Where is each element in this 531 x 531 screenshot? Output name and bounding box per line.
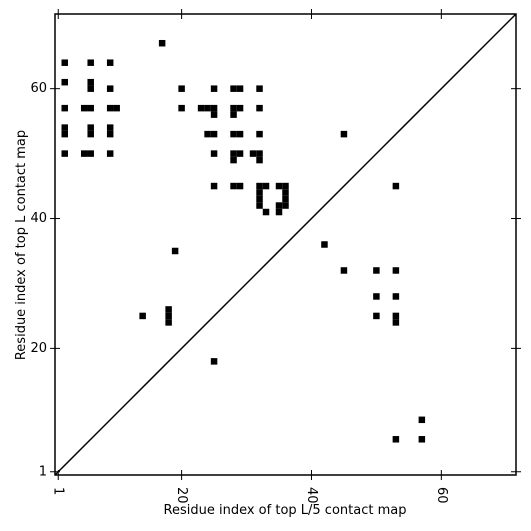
contact — [262, 208, 270, 216]
contact — [230, 156, 237, 164]
contact — [230, 104, 237, 112]
contact — [210, 85, 218, 92]
contact — [392, 182, 400, 190]
contact — [230, 111, 237, 118]
contact — [61, 130, 68, 138]
contact — [106, 59, 114, 66]
x-axis-label: Residue index of top L/5 contact map — [164, 503, 407, 518]
x-tick-label: 60 — [434, 487, 449, 504]
contact — [275, 208, 283, 216]
contact — [87, 130, 94, 138]
contact — [61, 150, 68, 157]
contact — [106, 150, 114, 157]
contact — [282, 195, 289, 203]
contact — [392, 436, 400, 443]
y-axis-label: Residue index of top L contact map — [14, 130, 29, 360]
contact — [236, 85, 244, 92]
x-tick-label: 1 — [51, 487, 66, 495]
contact — [392, 312, 400, 320]
contact — [249, 150, 257, 157]
contact — [373, 267, 380, 274]
contact — [197, 104, 205, 112]
contact — [80, 104, 88, 112]
contact — [282, 182, 289, 190]
y-tick-label: 20 — [30, 341, 47, 356]
contact — [282, 189, 289, 196]
contact — [236, 104, 244, 112]
contact — [392, 319, 400, 326]
contact — [256, 130, 263, 138]
contact — [204, 104, 211, 112]
contact — [236, 182, 244, 190]
contact — [171, 247, 179, 255]
contact — [230, 130, 237, 138]
contact — [256, 156, 263, 164]
contact — [210, 130, 218, 138]
contact — [373, 293, 380, 300]
contact — [275, 202, 283, 209]
contact — [210, 358, 218, 365]
contact — [87, 104, 94, 112]
contact — [256, 195, 263, 203]
contact — [275, 182, 283, 190]
contact — [392, 267, 400, 274]
contact — [87, 150, 94, 157]
contact — [87, 85, 94, 92]
contact — [262, 182, 270, 190]
contact — [210, 111, 218, 118]
contact — [340, 130, 348, 138]
contact — [165, 312, 172, 320]
contact — [230, 182, 237, 190]
contact — [106, 130, 114, 138]
contact — [282, 202, 289, 209]
contact — [158, 39, 166, 47]
contact — [210, 104, 218, 112]
x-tick-label: 20 — [174, 487, 189, 504]
contact — [61, 78, 68, 86]
contact — [373, 312, 380, 320]
contact — [392, 293, 400, 300]
contact — [236, 130, 244, 138]
y-tick-label: 60 — [30, 81, 47, 96]
contact — [210, 150, 218, 157]
contact — [106, 104, 114, 112]
contact — [178, 104, 185, 112]
contact — [139, 312, 146, 320]
contact — [340, 267, 348, 274]
contact — [236, 150, 244, 157]
contact — [204, 130, 211, 138]
contact — [230, 150, 237, 157]
contact — [80, 150, 88, 157]
contact — [61, 59, 68, 66]
contact — [418, 436, 426, 443]
contact — [256, 182, 263, 190]
y-tick-label: 1 — [39, 464, 47, 479]
contact — [256, 150, 263, 157]
contact — [256, 104, 263, 112]
contact — [87, 124, 94, 131]
contact — [113, 104, 120, 112]
contact — [178, 85, 185, 92]
contact — [87, 78, 94, 86]
x-tick-label: 40 — [304, 487, 319, 504]
contact — [106, 124, 114, 131]
contact — [61, 104, 68, 112]
contact — [210, 182, 218, 190]
contact — [321, 241, 328, 248]
contact — [256, 189, 263, 196]
plot-frame — [54, 13, 517, 476]
contact — [106, 85, 114, 92]
contact — [61, 124, 68, 131]
contact — [256, 202, 263, 209]
y-tick-label: 40 — [30, 211, 47, 226]
contact — [230, 85, 237, 92]
contact — [165, 306, 172, 313]
diagonal — [54, 13, 517, 476]
contact — [87, 59, 94, 66]
contact — [418, 416, 426, 424]
contact — [165, 319, 172, 326]
contact — [256, 85, 263, 92]
